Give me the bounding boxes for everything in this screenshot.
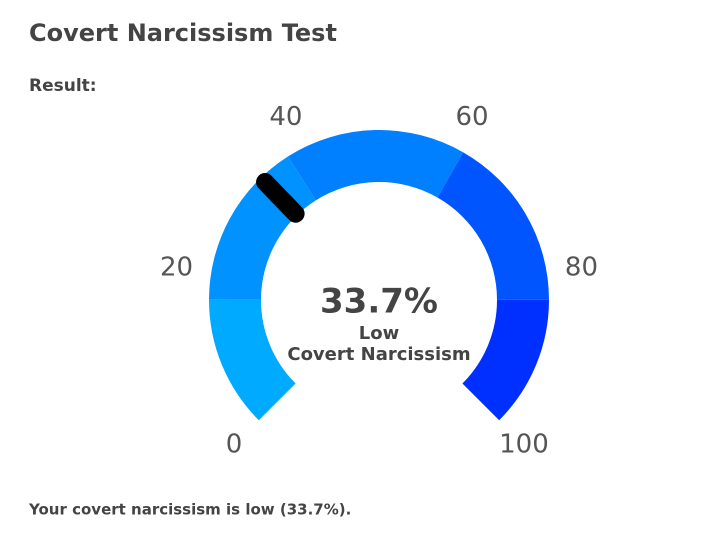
gauge-segment [462, 299, 549, 421]
value-label: 33.7% [320, 282, 438, 322]
gauge: 0 20 40 60 80 100 [160, 102, 598, 460]
title: Covert Narcissism Test [29, 19, 337, 47]
annotation: Your covert narcissism is low (33.7%). [28, 501, 351, 519]
tick-label: 0 [226, 429, 243, 459]
tick-label: 20 [160, 252, 193, 282]
needle [256, 173, 305, 223]
gauge-segment [287, 130, 464, 201]
gauge-segment [437, 152, 549, 300]
tick-label: 40 [269, 102, 302, 132]
tick-label: 60 [456, 102, 489, 132]
tick-label: 100 [499, 429, 549, 459]
tick-label: 80 [565, 252, 598, 282]
subtitle: Result: [29, 76, 97, 96]
center-label: Covert Narcissism [287, 344, 470, 365]
gauge-segment [209, 299, 296, 421]
gauge-segment [209, 156, 316, 300]
center-label: Low [359, 323, 399, 344]
